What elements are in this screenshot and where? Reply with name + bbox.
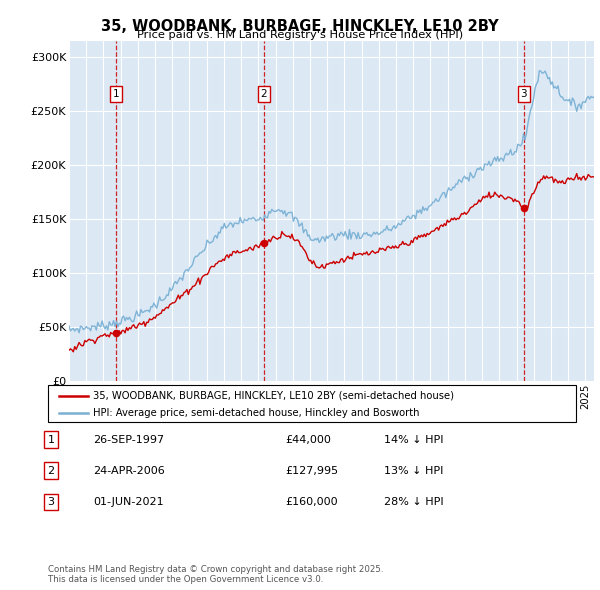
Text: 14% ↓ HPI: 14% ↓ HPI bbox=[384, 435, 443, 444]
Text: 24-APR-2006: 24-APR-2006 bbox=[93, 466, 165, 476]
Text: 1: 1 bbox=[47, 435, 55, 444]
Text: 1: 1 bbox=[113, 89, 119, 99]
Text: £160,000: £160,000 bbox=[285, 497, 338, 507]
Text: 3: 3 bbox=[520, 89, 527, 99]
Text: 01-JUN-2021: 01-JUN-2021 bbox=[93, 497, 164, 507]
Text: 35, WOODBANK, BURBAGE, HINCKLEY, LE10 2BY (semi-detached house): 35, WOODBANK, BURBAGE, HINCKLEY, LE10 2B… bbox=[93, 391, 454, 401]
Text: Price paid vs. HM Land Registry's House Price Index (HPI): Price paid vs. HM Land Registry's House … bbox=[137, 30, 463, 40]
Text: £127,995: £127,995 bbox=[285, 466, 338, 476]
Text: Contains HM Land Registry data © Crown copyright and database right 2025.
This d: Contains HM Land Registry data © Crown c… bbox=[48, 565, 383, 584]
Text: 28% ↓ HPI: 28% ↓ HPI bbox=[384, 497, 443, 507]
Text: 35, WOODBANK, BURBAGE, HINCKLEY, LE10 2BY: 35, WOODBANK, BURBAGE, HINCKLEY, LE10 2B… bbox=[101, 19, 499, 34]
Text: 13% ↓ HPI: 13% ↓ HPI bbox=[384, 466, 443, 476]
Text: £44,000: £44,000 bbox=[285, 435, 331, 444]
Text: 2: 2 bbox=[47, 466, 55, 476]
Text: 26-SEP-1997: 26-SEP-1997 bbox=[93, 435, 164, 444]
Text: 3: 3 bbox=[47, 497, 55, 507]
Text: HPI: Average price, semi-detached house, Hinckley and Bosworth: HPI: Average price, semi-detached house,… bbox=[93, 408, 419, 418]
Text: 2: 2 bbox=[260, 89, 267, 99]
